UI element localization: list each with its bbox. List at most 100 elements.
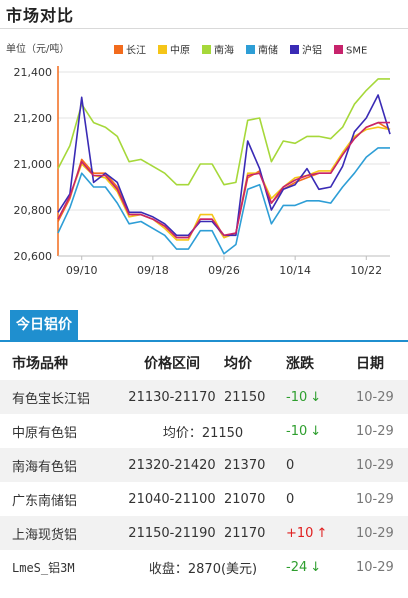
average-price-text: 21370 bbox=[224, 457, 266, 473]
series-line bbox=[57, 121, 390, 239]
legend-swatch bbox=[158, 45, 167, 54]
y-axis-ticks: 20,600 20,800 21,000 21,200 21,400 bbox=[14, 66, 53, 263]
price-change-value: -24 bbox=[286, 559, 308, 575]
average-price-text: 21070 bbox=[224, 491, 266, 507]
price-range: 21040-21100 bbox=[120, 482, 224, 516]
series-line bbox=[57, 126, 391, 241]
quote-date: 10-29 bbox=[356, 380, 408, 414]
col-header-market: 市场品种 bbox=[12, 356, 68, 372]
col-header-date: 日期 bbox=[356, 356, 384, 372]
price-range: 21150-21190 bbox=[120, 516, 224, 550]
arrow-down-icon: ↓ bbox=[310, 559, 322, 575]
table-row[interactable]: 中原有色铝 均价：21150 -10 ↓ 10-29 bbox=[0, 414, 408, 448]
y-tick-label: 21,000 bbox=[14, 158, 53, 171]
market-name: 南海有色铝 bbox=[0, 448, 120, 482]
arrow-down-icon: ↓ bbox=[310, 423, 322, 439]
legend-label[interactable]: SME bbox=[346, 46, 367, 57]
page-title: 市场对比 bbox=[6, 6, 75, 25]
market-name-text: 广东南储铝 bbox=[12, 493, 78, 509]
table-header-row: 市场品种 价格区间 均价 涨跌 日期 bbox=[0, 346, 408, 380]
legend-swatch bbox=[202, 45, 211, 54]
arrow-down-icon: ↓ bbox=[310, 389, 322, 405]
quote-date: 10-29 bbox=[356, 482, 408, 516]
col-header-change: 涨跌 bbox=[286, 356, 314, 372]
price-change: -24 ↓ bbox=[286, 550, 356, 584]
market-name-text: LmeS_铝3M bbox=[12, 560, 75, 575]
table-row[interactable]: LmeS_铝3M 收盘：2870(美元) -24 ↓ 10-29 bbox=[0, 550, 408, 584]
price-range: 21320-21420 bbox=[120, 448, 224, 482]
price-range-text: 均价：21150 bbox=[162, 425, 244, 441]
price-change-value: -10 bbox=[286, 423, 308, 439]
title-divider bbox=[0, 28, 408, 29]
price-change-value: +10 bbox=[286, 525, 314, 541]
x-tick-label: 10/14 bbox=[279, 264, 311, 277]
price-change: 0 bbox=[286, 482, 356, 516]
price-table: 市场品种 价格区间 均价 涨跌 日期 有色宝长江铝 21130-21170 2115… bbox=[0, 346, 408, 584]
table-row[interactable]: 上海现货铝 21150-21190 21170 +10 ↑ 10-29 bbox=[0, 516, 408, 550]
price-change-value: -10 bbox=[286, 389, 308, 405]
market-name-text: 上海现货铝 bbox=[12, 527, 78, 543]
y-tick-label: 21,400 bbox=[14, 66, 53, 79]
tab-today-aluminum-price[interactable]: 今日铝价 bbox=[10, 310, 78, 340]
quote-date-text: 10-29 bbox=[356, 457, 394, 473]
price-comparison-chart: 单位（元/吨） 长江 中原 南海 南储 沪铝 SME 20,600 20,800 21,000… bbox=[6, 42, 391, 277]
quote-date: 10-29 bbox=[356, 550, 408, 584]
table-row[interactable]: 广东南储铝 21040-21100 21070 0 10-29 bbox=[0, 482, 408, 516]
legend-swatch bbox=[114, 45, 123, 54]
quote-date: 10-29 bbox=[356, 448, 408, 482]
price-range-text: 21040-21100 bbox=[128, 491, 216, 507]
market-name: LmeS_铝3M bbox=[0, 550, 120, 584]
legend-label[interactable]: 南海 bbox=[214, 44, 234, 57]
market-name-text: 南海有色铝 bbox=[12, 459, 78, 475]
y-tick-label: 20,600 bbox=[14, 250, 53, 263]
x-tick-label: 10/22 bbox=[350, 264, 382, 277]
chart-grid bbox=[57, 66, 390, 257]
legend-label[interactable]: 沪铝 bbox=[302, 44, 322, 57]
series-line bbox=[57, 78, 390, 186]
quote-date-text: 10-29 bbox=[356, 423, 394, 439]
price-change: +10 ↑ bbox=[286, 516, 356, 550]
series-line bbox=[57, 94, 391, 237]
legend-swatch bbox=[334, 45, 343, 54]
market-name: 上海现货铝 bbox=[0, 516, 120, 550]
quote-date-text: 10-29 bbox=[356, 525, 394, 541]
average-price-text: 21170 bbox=[224, 525, 266, 541]
average-price: 21370 bbox=[224, 448, 286, 482]
market-name: 广东南储铝 bbox=[0, 482, 120, 516]
legend-swatch bbox=[246, 45, 255, 54]
x-tick-label: 09/18 bbox=[137, 264, 169, 277]
market-name-text: 有色宝长江铝 bbox=[12, 391, 91, 407]
chart-series-lines bbox=[57, 78, 391, 255]
price-range-text: 21130-21170 bbox=[128, 389, 216, 405]
series-line bbox=[57, 147, 390, 255]
price-change: -10 ↓ bbox=[286, 380, 356, 414]
legend-label[interactable]: 中原 bbox=[170, 44, 190, 57]
price-range-text: 收盘：2870(美元) bbox=[148, 561, 258, 577]
quote-date-text: 10-29 bbox=[356, 491, 394, 507]
market-name: 中原有色铝 bbox=[0, 414, 120, 448]
legend-label[interactable]: 南储 bbox=[258, 44, 278, 57]
tab-bar: 今日铝价 bbox=[0, 310, 408, 342]
price-change: 0 bbox=[286, 448, 356, 482]
chart-legend: 长江 中原 南海 南储 沪铝 SME bbox=[114, 44, 367, 57]
average-price: 21070 bbox=[224, 482, 286, 516]
market-name-text: 中原有色铝 bbox=[12, 425, 78, 441]
col-header-range: 价格区间 bbox=[144, 356, 200, 372]
price-range: 均价：21150 bbox=[120, 414, 286, 448]
price-range-text: 21150-21190 bbox=[128, 525, 216, 541]
y-axis-label: 单位（元/吨） bbox=[6, 42, 69, 55]
table-row[interactable]: 南海有色铝 21320-21420 21370 0 10-29 bbox=[0, 448, 408, 482]
legend-label[interactable]: 长江 bbox=[126, 45, 146, 57]
x-tick-label: 09/26 bbox=[208, 264, 240, 277]
price-range: 21130-21170 bbox=[120, 380, 224, 414]
legend-swatch bbox=[290, 45, 299, 54]
x-axis-ticks: 09/10 09/18 09/26 10/14 10/22 bbox=[66, 256, 382, 277]
quote-date: 10-29 bbox=[356, 516, 408, 550]
price-change-value: 0 bbox=[286, 457, 295, 473]
quote-date: 10-29 bbox=[356, 414, 408, 448]
average-price: 21150 bbox=[224, 380, 286, 414]
y-tick-label: 20,800 bbox=[14, 204, 53, 217]
quote-date-text: 10-29 bbox=[356, 559, 394, 575]
price-change: -10 ↓ bbox=[286, 414, 356, 448]
table-row[interactable]: 有色宝长江铝 21130-21170 21150 -10 ↓ 10-29 bbox=[0, 380, 408, 414]
